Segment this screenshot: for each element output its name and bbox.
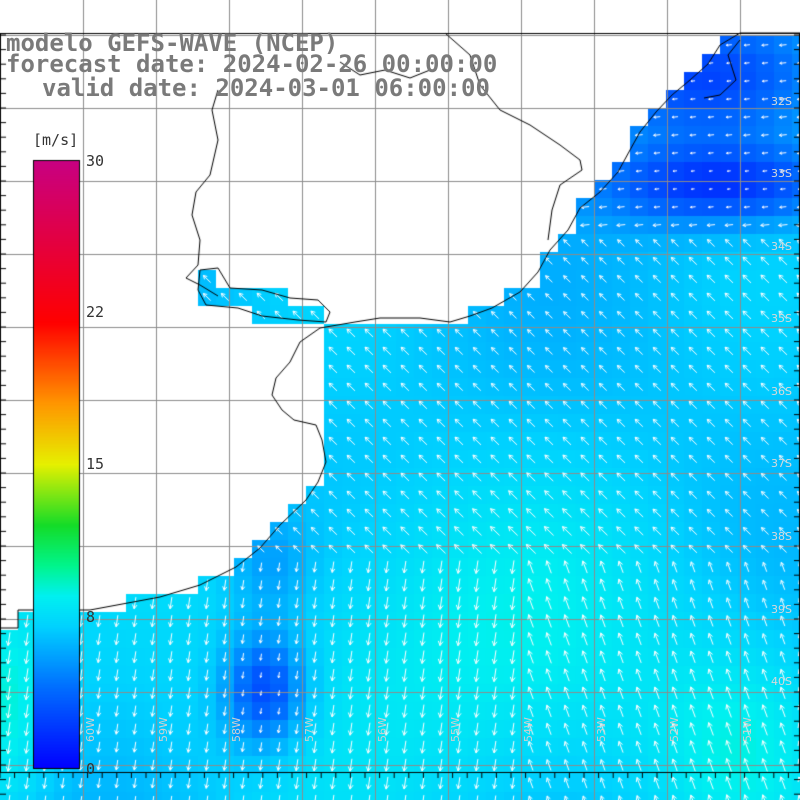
lon-label: 59W: [157, 717, 170, 742]
lon-label: 52W: [668, 717, 681, 742]
colorbar-unit: [m/s]: [33, 131, 79, 149]
forecast-date: forecast date: 2024-02-26 00:00:00: [6, 50, 498, 78]
lon-label: 56W: [376, 717, 389, 742]
lon-label: 51W: [741, 717, 754, 742]
colorbar-tick-0: 0: [86, 760, 96, 778]
lat-label: 39S: [771, 603, 792, 616]
lon-label: 58W: [230, 717, 243, 742]
colorbar-tick-15: 15: [86, 455, 105, 473]
lat-label: 35S: [771, 312, 792, 325]
lon-label: 60W: [84, 717, 97, 742]
lat-label: 32S: [771, 95, 792, 108]
lat-label: 33S: [771, 167, 792, 180]
lat-label: 38S: [771, 530, 792, 543]
colorbar-tick-8: 8: [86, 608, 96, 626]
colorbar-tick-22: 22: [86, 303, 105, 321]
lon-label: 55W: [449, 717, 462, 742]
lon-label: 57W: [303, 717, 316, 742]
colorbar-tick-30: 30: [86, 152, 105, 170]
lon-label: 53W: [595, 717, 608, 742]
lat-label: 40S: [771, 675, 792, 688]
lat-label: 37S: [771, 457, 792, 470]
lat-label: 34S: [771, 240, 792, 253]
model-title: modelo GEFS-WAVE (NCEP): [6, 29, 339, 57]
valid-date: valid date: 2024-03-01 06:00:00: [42, 74, 490, 102]
lon-label: 54W: [522, 717, 535, 742]
lat-label: 36S: [771, 385, 792, 398]
